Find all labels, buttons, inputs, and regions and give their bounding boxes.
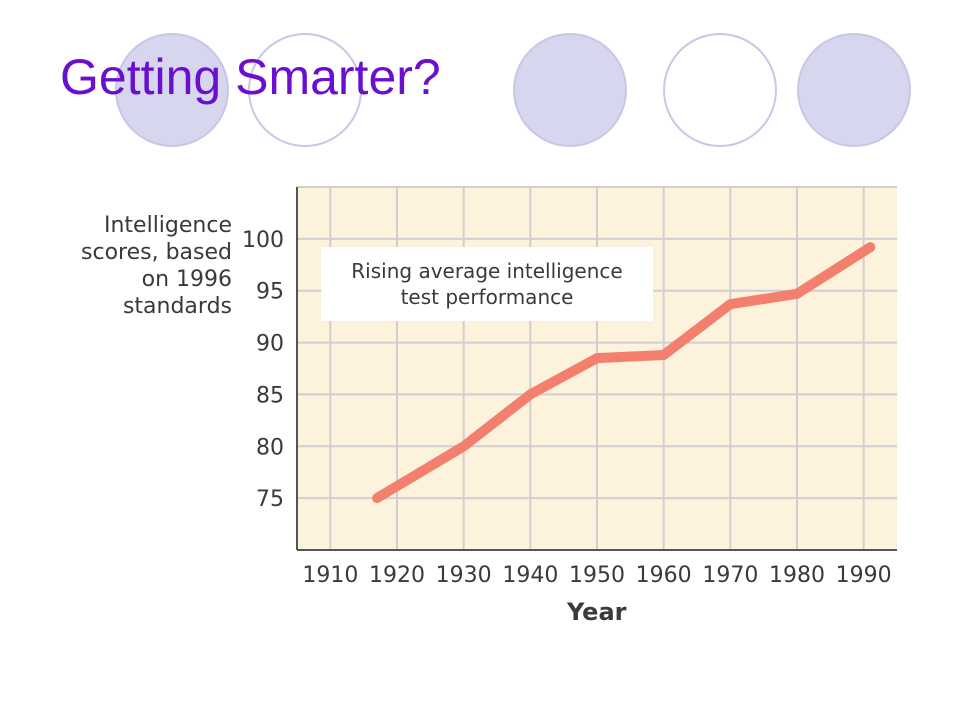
x-tick-label: 1920 <box>369 563 425 588</box>
x-axis-label: Year <box>567 598 627 626</box>
x-tick-label: 1990 <box>836 563 892 588</box>
decorative-circles <box>115 33 911 147</box>
x-tick-label: 1980 <box>769 563 825 588</box>
deco-circle-filled <box>797 33 911 147</box>
deco-circle-outline <box>663 33 777 147</box>
slide-title: Getting Smarter? <box>60 49 441 105</box>
series-line <box>374 242 873 503</box>
y-tick-label: 95 <box>256 280 284 305</box>
deco-circle-filled <box>513 33 627 147</box>
chart-annotation: Rising average intelligence test perform… <box>321 247 653 321</box>
data-point <box>865 242 876 253</box>
data-point <box>658 350 669 361</box>
x-tick-label: 1950 <box>569 563 625 588</box>
data-point <box>725 299 736 310</box>
data-point <box>792 288 802 299</box>
y-tick-label: 85 <box>256 383 284 408</box>
x-tick-label: 1970 <box>702 563 758 588</box>
deco-circle-outline <box>248 33 362 147</box>
y-axis-label: Intelligence scores, based on 1996 stand… <box>81 213 232 319</box>
y-tick-label: 100 <box>242 228 284 253</box>
x-tick-label: 1910 <box>302 563 358 588</box>
x-tick-label: 1960 <box>636 563 692 588</box>
y-tick-label: 75 <box>256 487 284 512</box>
y-tick-label: 90 <box>256 332 284 357</box>
data-point <box>372 493 382 504</box>
y-tick-label: 80 <box>256 435 284 460</box>
x-tick-label: 1930 <box>436 563 492 588</box>
x-tick-label: 1940 <box>502 563 558 588</box>
deco-circle-filled <box>115 33 229 147</box>
data-point <box>525 389 536 400</box>
data-point <box>458 441 469 452</box>
data-point <box>592 353 602 364</box>
